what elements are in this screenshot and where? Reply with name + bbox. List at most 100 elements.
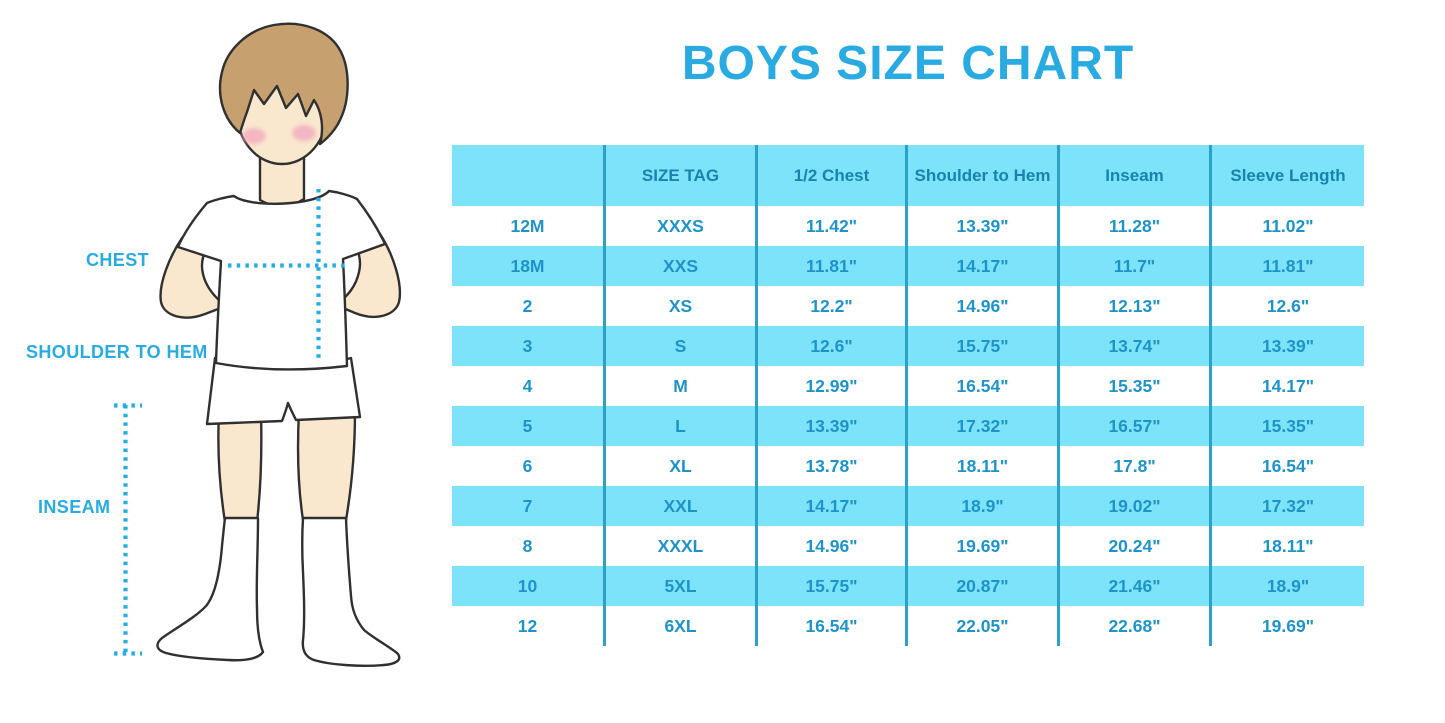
value-cell: 17.8" [1057, 446, 1209, 486]
left-leg [217, 410, 263, 524]
size-table-body: 12M XXXS 11.42" 13.39" 11.28" 11.02" 18M XXS 11.… [452, 206, 1364, 646]
boy-illustration [114, 22, 402, 667]
table-row: 2 XS 12.2" 14.96" 12.13" 12.6" [452, 286, 1364, 326]
value-cell: S [603, 326, 755, 366]
value-cell: 13.39" [905, 206, 1057, 246]
value-cell: 11.7" [1057, 246, 1209, 286]
table-row: 12 6XL 16.54" 22.05" 22.68" 19.69" [452, 606, 1364, 646]
right-sock [301, 516, 401, 667]
value-cell: 19.69" [905, 526, 1057, 566]
boy-figure-panel: CHEST SHOULDER TO HEM INSEAM [0, 0, 450, 723]
size-cell: 6 [522, 455, 533, 476]
value-cell: 16.54" [905, 366, 1057, 406]
size-cell: 8 [522, 535, 533, 556]
size-cell: 12M [510, 215, 545, 236]
size-cell: 3 [522, 335, 533, 356]
column-header [452, 145, 603, 206]
table-row: 7 XXL 14.17" 18.9" 19.02" 17.32" [452, 486, 1364, 526]
value-cell: 11.02" [1209, 206, 1364, 246]
table-row: 8 XXXL 14.96" 19.69" 20.24" 18.11" [452, 526, 1364, 566]
inseam-label: INSEAM [38, 497, 111, 517]
size-cell: 12 [517, 615, 538, 636]
value-cell: 17.32" [1209, 486, 1364, 526]
value-cell: XXXL [603, 526, 755, 566]
value-cell: 11.28" [1057, 206, 1209, 246]
value-cell: 17.32" [905, 406, 1057, 446]
value-cell: 15.75" [755, 566, 905, 606]
hair [218, 22, 349, 146]
value-cell: 18.9" [905, 486, 1057, 526]
value-cell: 14.17" [755, 486, 905, 526]
size-cell: 5 [522, 415, 533, 436]
column-header: Inseam [1057, 145, 1209, 206]
value-cell: 20.24" [1057, 526, 1209, 566]
table-row: 18M XXS 11.81" 14.17" 11.7" 11.81" [452, 246, 1364, 286]
size-cell: 10 [517, 575, 538, 596]
value-cell: M [603, 366, 755, 406]
value-cell: XXXS [603, 206, 755, 246]
value-cell: 16.57" [1057, 406, 1209, 446]
value-cell: 13.39" [755, 406, 905, 446]
chest-label: CHEST [86, 250, 150, 270]
table-row: 10 5XL 15.75" 20.87" 21.46" 18.9" [452, 566, 1364, 606]
left-sock [156, 516, 265, 662]
value-cell: 21.46" [1057, 566, 1209, 606]
size-cell: 2 [522, 295, 533, 316]
table-row: 5 L 13.39" 17.32" 16.57" 15.35" [452, 406, 1364, 446]
value-cell: 18.11" [905, 446, 1057, 486]
column-header: SIZE TAG [603, 145, 755, 206]
column-header: 1/2 Chest [755, 145, 905, 206]
size-cell: 4 [522, 375, 533, 396]
size-cell: 7 [522, 495, 533, 516]
value-cell: 16.54" [755, 606, 905, 646]
table-row: 6 XL 13.78" 18.11" 17.8" 16.54" [452, 446, 1364, 486]
value-cell: 14.17" [905, 246, 1057, 286]
size-table-header: SIZE TAG 1/2 Chest Shoulder to Hem Inseam Sl… [452, 145, 1364, 206]
value-cell: 15.35" [1209, 406, 1364, 446]
size-cell: 18M [510, 255, 545, 276]
value-cell: 12.99" [755, 366, 905, 406]
shoulder-to-hem-label: SHOULDER TO HEM [26, 342, 208, 362]
value-cell: L [603, 406, 755, 446]
table-row: 3 S 12.6" 15.75" 13.74" 13.39" [452, 326, 1364, 366]
column-header: Sleeve Length [1209, 145, 1364, 206]
column-header: Shoulder to Hem [905, 145, 1057, 206]
value-cell: 16.54" [1209, 446, 1364, 486]
value-cell: XXL [603, 486, 755, 526]
value-cell: 19.69" [1209, 606, 1364, 646]
table-row: 12M XXXS 11.42" 13.39" 11.28" 11.02" [452, 206, 1364, 246]
left-cheek [242, 128, 266, 144]
value-cell: 13.74" [1057, 326, 1209, 366]
left-arm [159, 236, 228, 319]
value-cell: 11.81" [755, 246, 905, 286]
value-cell: 11.81" [1209, 246, 1364, 286]
value-cell: 22.05" [905, 606, 1057, 646]
value-cell: 11.42" [755, 206, 905, 246]
value-cell: 14.96" [755, 526, 905, 566]
value-cell: 13.39" [1209, 326, 1364, 366]
value-cell: 15.35" [1057, 366, 1209, 406]
value-cell: 13.78" [755, 446, 905, 486]
right-leg [296, 409, 357, 522]
value-cell: 12.6" [755, 326, 905, 366]
value-cell: 12.2" [755, 286, 905, 326]
value-cell: XS [603, 286, 755, 326]
value-cell: 12.6" [1209, 286, 1364, 326]
value-cell: XL [603, 446, 755, 486]
value-cell: 5XL [603, 566, 755, 606]
value-cell: 12.13" [1057, 286, 1209, 326]
page-title: BOYS SIZE CHART [681, 37, 1135, 90]
value-cell: XXS [603, 246, 755, 286]
value-cell: 18.9" [1209, 566, 1364, 606]
value-cell: 22.68" [1057, 606, 1209, 646]
value-cell: 15.75" [905, 326, 1057, 366]
value-cell: 20.87" [905, 566, 1057, 606]
value-cell: 19.02" [1057, 486, 1209, 526]
size-table: SIZE TAG 1/2 Chest Shoulder to Hem Inseam Sl… [452, 145, 1364, 646]
right-cheek [292, 125, 316, 141]
table-row: 4 M 12.99" 16.54" 15.35" 14.17" [452, 366, 1364, 406]
t-shirt [176, 189, 387, 371]
value-cell: 14.17" [1209, 366, 1364, 406]
value-cell: 6XL [603, 606, 755, 646]
